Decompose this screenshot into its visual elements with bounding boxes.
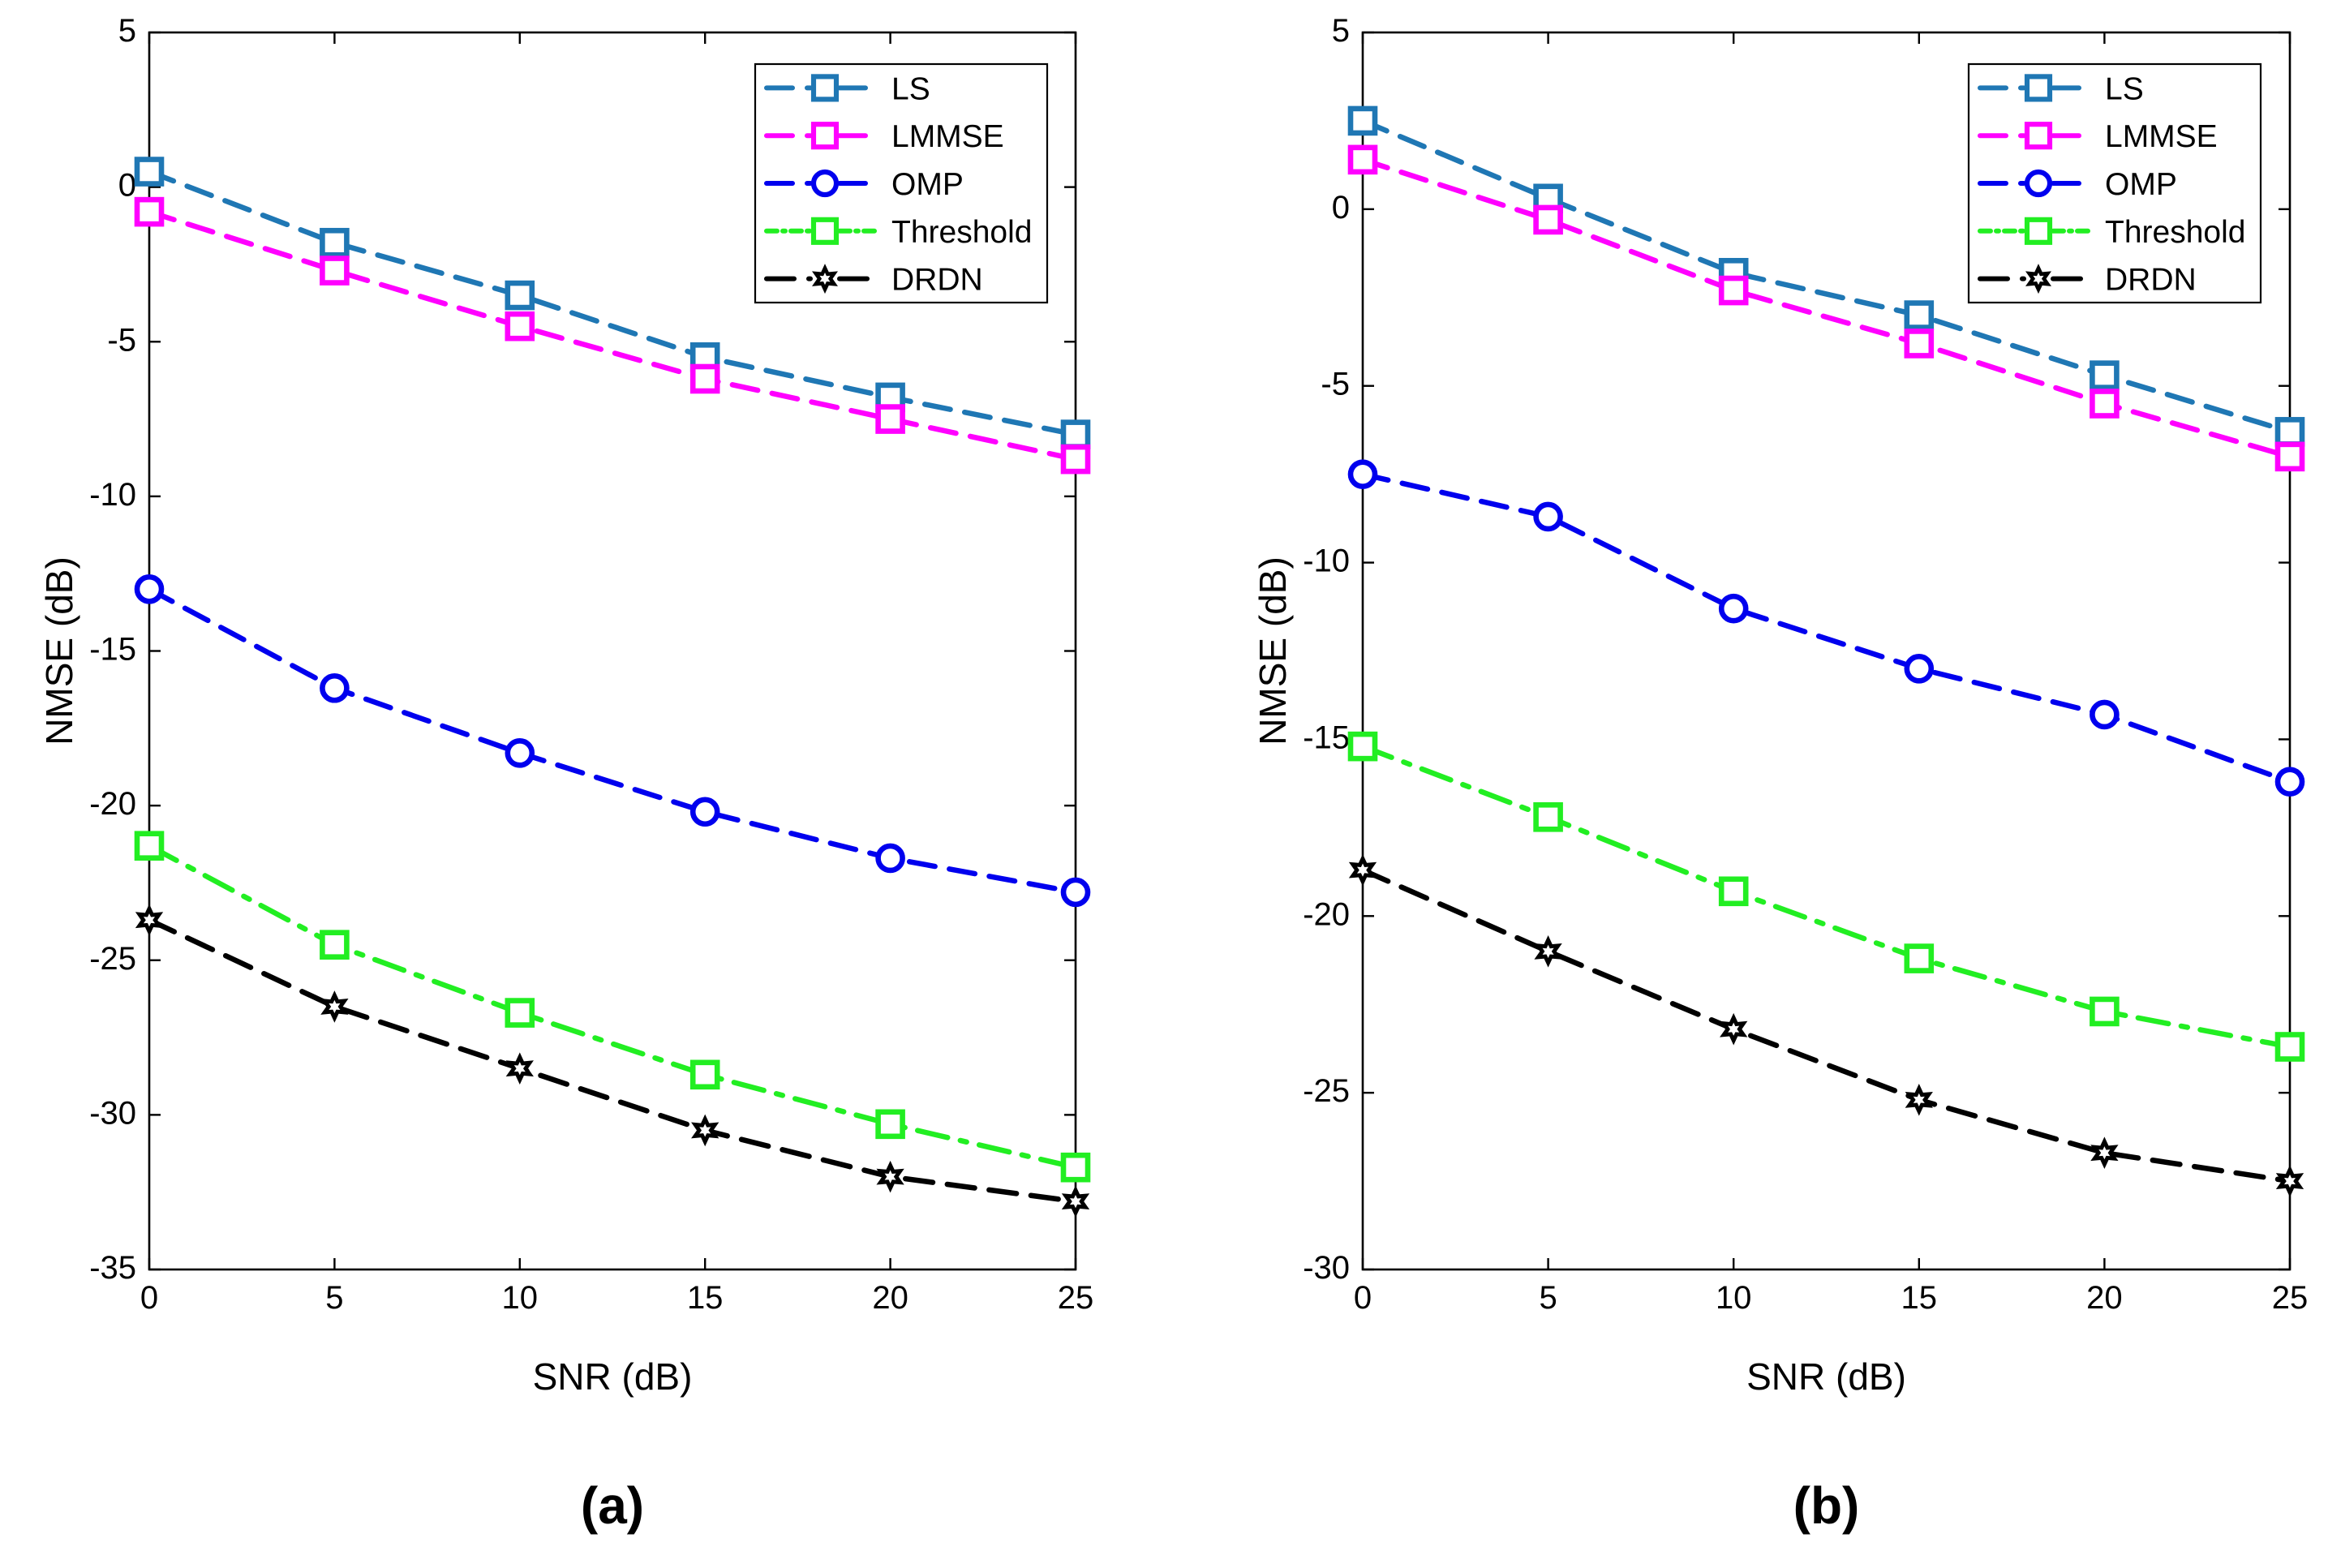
svg-text:15: 15: [687, 1280, 724, 1316]
svg-text:-30: -30: [89, 1095, 136, 1131]
svg-text:0: 0: [1354, 1280, 1372, 1316]
svg-text:25: 25: [1058, 1280, 1094, 1316]
svg-text:0: 0: [1332, 190, 1350, 226]
svg-text:10: 10: [502, 1280, 539, 1316]
svg-text:15: 15: [1901, 1280, 1938, 1316]
svg-text:-15: -15: [89, 632, 136, 668]
svg-text:5: 5: [118, 13, 136, 49]
svg-text:5: 5: [1332, 13, 1350, 49]
svg-text:20: 20: [872, 1280, 908, 1316]
svg-text:25: 25: [2272, 1280, 2309, 1316]
svg-text:-20: -20: [89, 786, 136, 822]
svg-text:5: 5: [1539, 1280, 1557, 1316]
svg-text:LS: LS: [891, 71, 930, 106]
svg-text:NMSE (dB): NMSE (dB): [38, 556, 80, 745]
svg-text:-5: -5: [1321, 367, 1350, 402]
svg-text:-5: -5: [107, 322, 136, 358]
svg-text:DRDN: DRDN: [2105, 263, 2197, 298]
svg-text:LMMSE: LMMSE: [891, 119, 1004, 154]
svg-text:-25: -25: [89, 941, 136, 977]
svg-text:-10: -10: [1303, 543, 1350, 579]
svg-text:-15: -15: [1303, 720, 1350, 755]
svg-text:DRDN: DRDN: [891, 263, 983, 298]
svg-text:NMSE (dB): NMSE (dB): [1252, 556, 1294, 745]
svg-text:10: 10: [1716, 1280, 1752, 1316]
svg-text:(b): (b): [1793, 1476, 1860, 1535]
svg-text:(a): (a): [581, 1476, 644, 1535]
svg-text:LS: LS: [2105, 71, 2144, 106]
svg-text:0: 0: [118, 168, 136, 204]
svg-text:20: 20: [2086, 1280, 2123, 1316]
svg-text:-35: -35: [89, 1250, 136, 1286]
svg-text:Threshold: Threshold: [2105, 215, 2245, 250]
svg-text:-20: -20: [1303, 896, 1350, 932]
svg-text:-25: -25: [1303, 1073, 1350, 1109]
svg-text:LMMSE: LMMSE: [2105, 119, 2218, 154]
svg-text:-30: -30: [1303, 1250, 1350, 1286]
svg-text:5: 5: [325, 1280, 343, 1316]
svg-text:-10: -10: [89, 477, 136, 513]
svg-text:SNR (dB): SNR (dB): [1746, 1355, 1906, 1398]
svg-text:OMP: OMP: [891, 167, 964, 202]
svg-text:0: 0: [140, 1280, 158, 1316]
svg-text:SNR (dB): SNR (dB): [533, 1355, 693, 1398]
svg-text:Threshold: Threshold: [891, 215, 1032, 250]
svg-text:OMP: OMP: [2105, 167, 2177, 202]
